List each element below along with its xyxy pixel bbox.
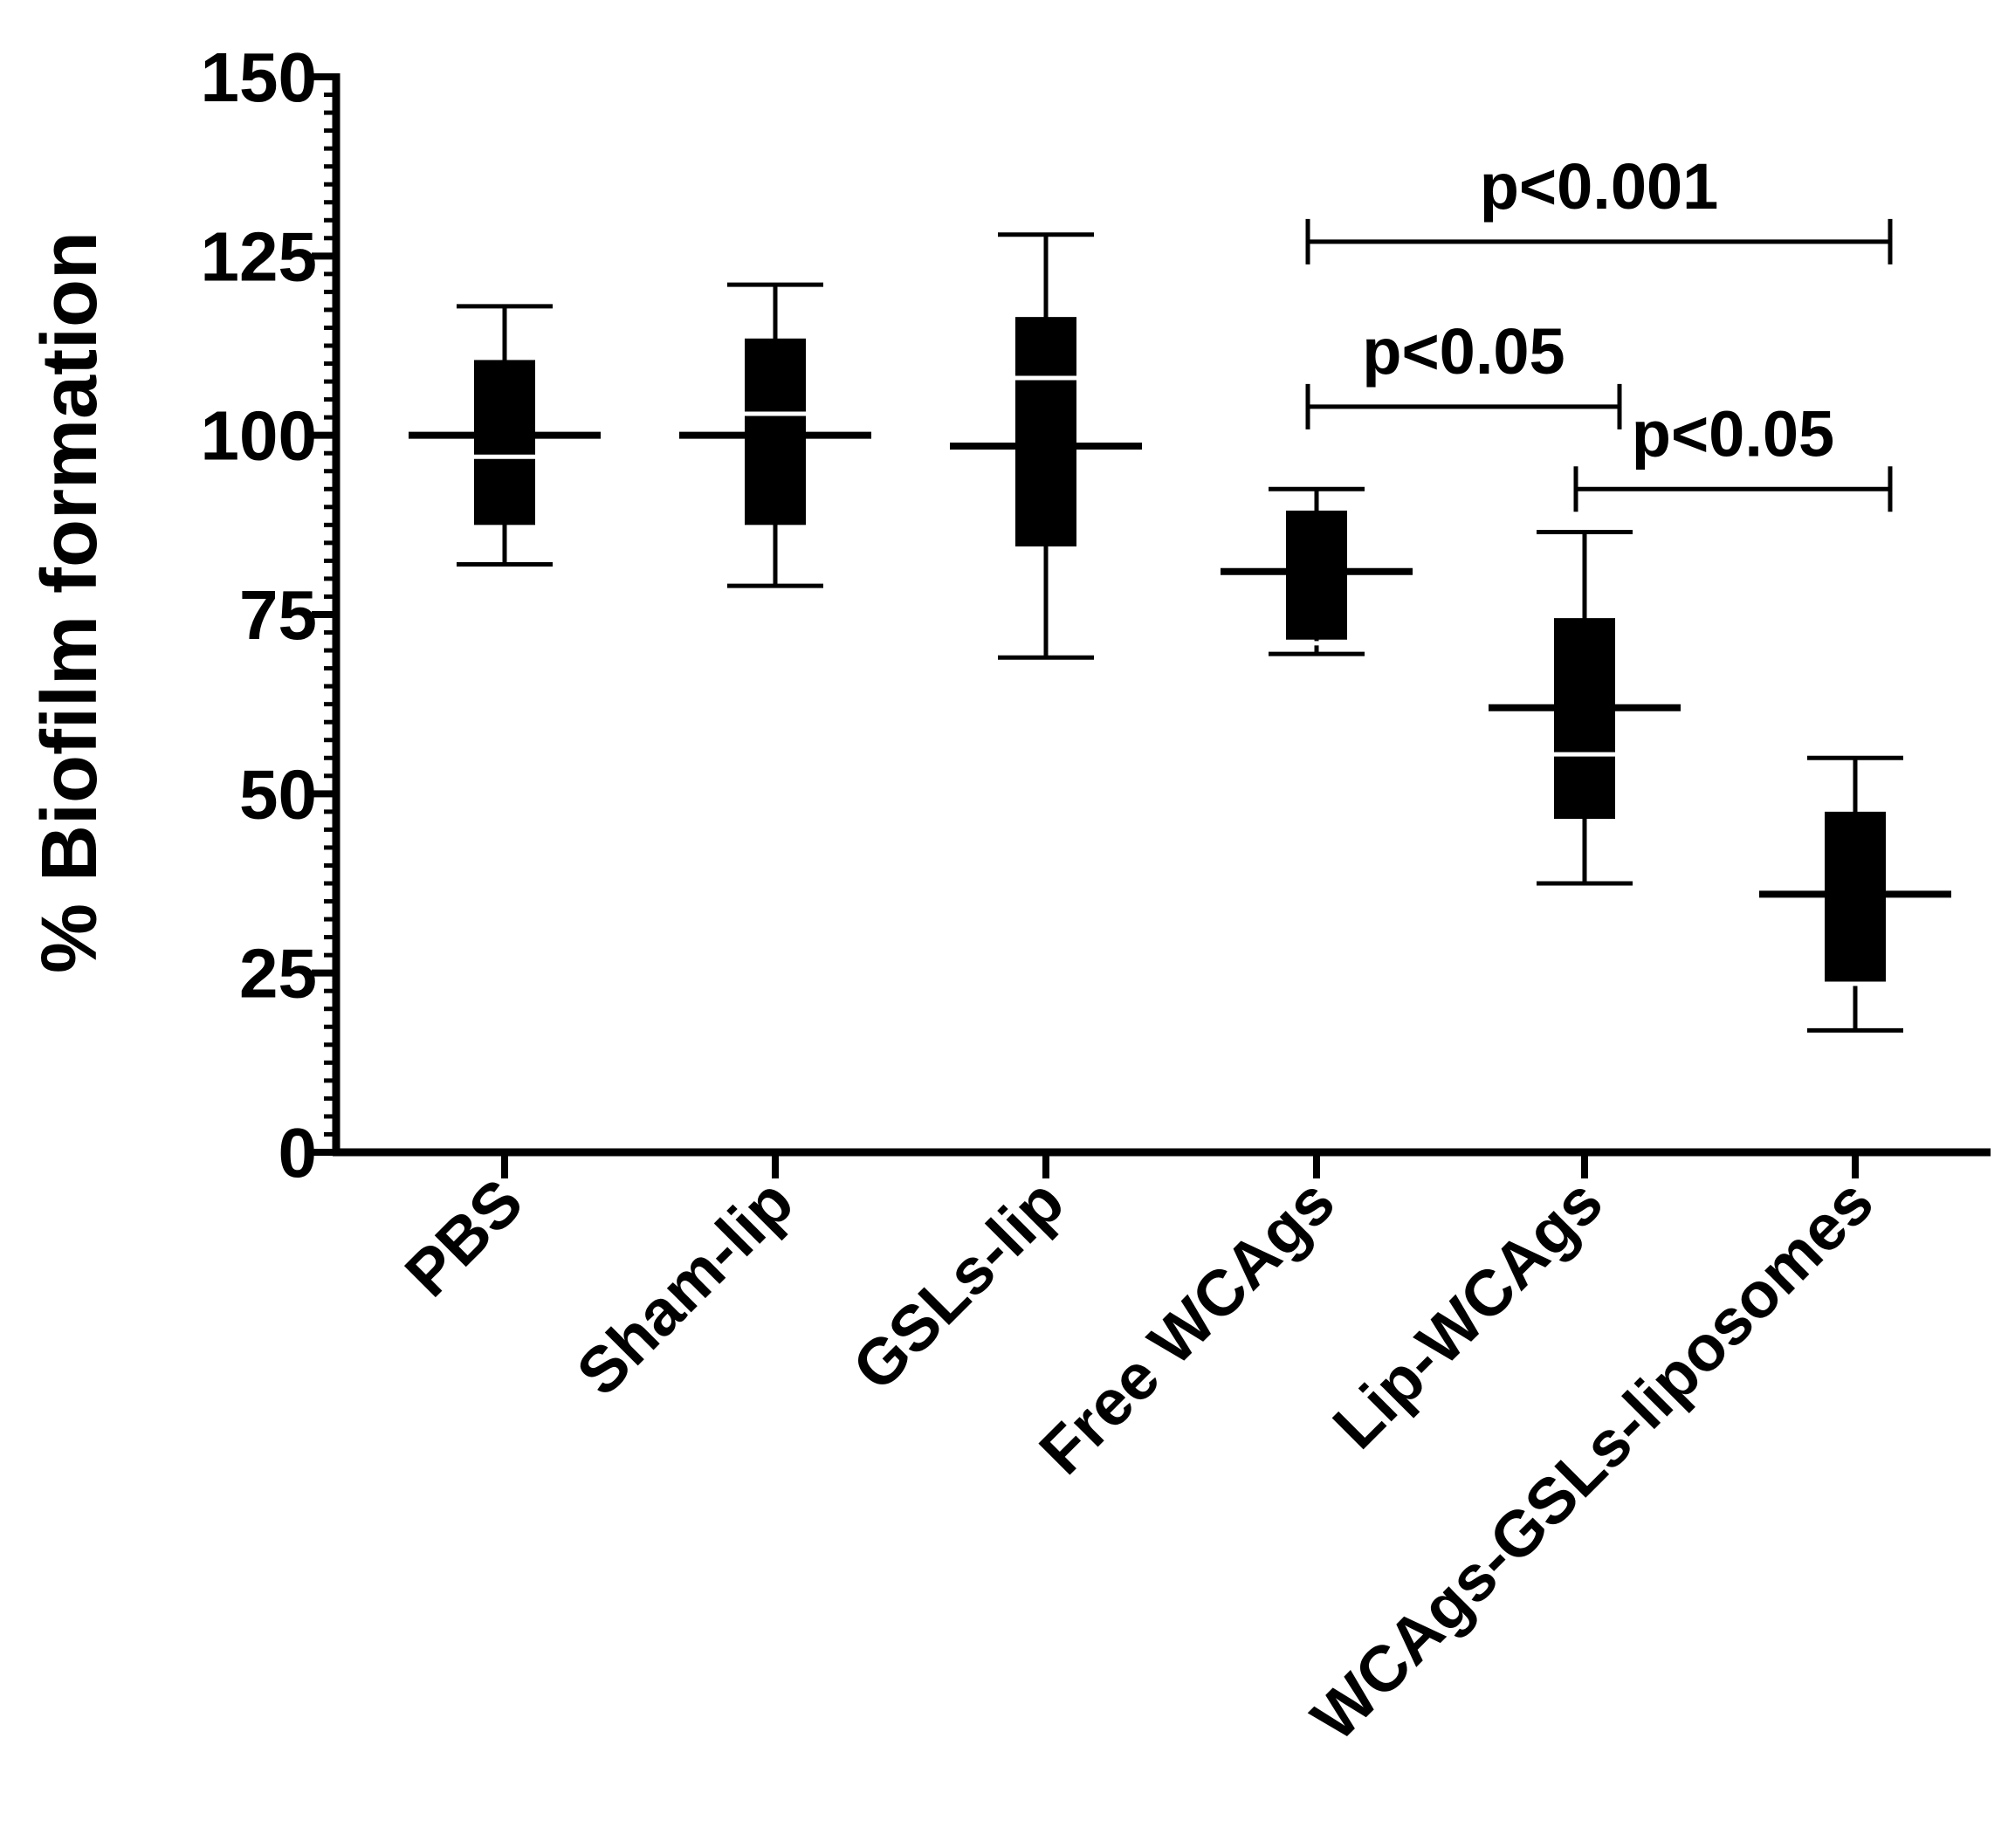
- x-tick-label: PBS: [391, 1165, 536, 1310]
- y-axis-title: % Biofilm formation: [26, 231, 113, 973]
- box-body: [745, 338, 806, 526]
- y-tick-label: 150: [201, 38, 317, 116]
- box-group: [679, 282, 871, 588]
- significance-bracket: p<0.05: [1305, 315, 1622, 429]
- x-tick-label: WCAgs-GSLs-liposomes: [1297, 1165, 1887, 1755]
- y-tick-label: 100: [201, 397, 317, 475]
- significance-brackets: p<0.001 p<0.05 p<0.05: [1305, 150, 1893, 512]
- box-group: [1221, 486, 1413, 656]
- x-tick-label: GSLs-lip: [838, 1165, 1077, 1405]
- x-tick-label: Lip-WCAgs: [1319, 1165, 1617, 1463]
- box-group: [950, 232, 1142, 660]
- y-tick-label: 0: [279, 1114, 318, 1192]
- box-body: [1286, 510, 1347, 640]
- x-tick-label: Sham-lip: [563, 1165, 808, 1410]
- y-tick-label: 25: [239, 935, 317, 1013]
- box-group: [1759, 755, 1951, 1033]
- box-body: [1554, 618, 1615, 820]
- box-body: [1015, 317, 1076, 546]
- significance-label: p<0.001: [1480, 150, 1719, 223]
- y-tick-label: 125: [201, 217, 317, 295]
- box-body: [474, 360, 535, 526]
- y-axis: 0 25 50 75 100 125 150: [201, 38, 340, 1192]
- significance-bracket: p<0.05: [1573, 397, 1893, 512]
- significance-bracket: p<0.001: [1305, 150, 1893, 264]
- significance-label: p<0.05: [1632, 397, 1834, 470]
- y-tick-label: 75: [239, 576, 317, 654]
- box-group: [409, 304, 601, 567]
- box-series: [409, 232, 1951, 1033]
- significance-label: p<0.05: [1362, 315, 1565, 388]
- box-body: [1825, 811, 1886, 984]
- y-tick-label: 50: [239, 755, 317, 833]
- box-group: [1489, 530, 1681, 886]
